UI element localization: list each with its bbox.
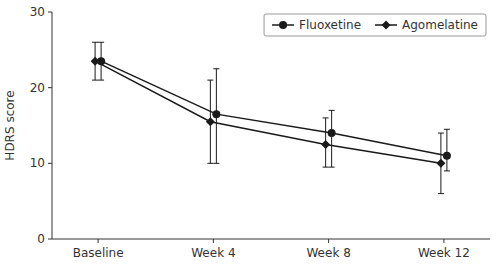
x-tick — [213, 239, 214, 243]
chart: 0 10 20 30 Baseline Week 4 Week 8 Week 12 HDRS s… — [0, 0, 500, 267]
error-cap — [213, 163, 219, 164]
error-cap — [444, 129, 450, 130]
x-tick-label: Baseline — [73, 246, 124, 260]
error-cap — [92, 80, 98, 81]
error-cap — [207, 80, 213, 81]
x-axis-line — [52, 239, 490, 240]
y-axis-label: HDRS score — [3, 90, 17, 160]
error-cap — [92, 42, 98, 43]
x-tick-label: Week 12 — [418, 246, 470, 260]
x-tick-label: Week 8 — [306, 246, 350, 260]
error-bar — [444, 129, 450, 171]
legend-marker — [382, 21, 391, 30]
point — [91, 57, 100, 66]
error-stem — [446, 129, 447, 171]
x-tick — [328, 239, 329, 243]
y-tick-label: 20 — [30, 81, 45, 95]
point — [212, 110, 220, 118]
y-tick — [48, 163, 52, 164]
error-cap — [438, 133, 444, 134]
error-cap — [98, 80, 104, 81]
x-tick-label: Week 4 — [191, 246, 235, 260]
error-cap — [323, 167, 329, 168]
y-tick-label: 30 — [30, 5, 45, 19]
point — [206, 117, 215, 126]
error-cap — [207, 163, 213, 164]
plot-area — [91, 42, 451, 193]
legend-label: Agomelatine — [402, 18, 478, 32]
error-cap — [98, 42, 104, 43]
legend-label: Fluoxetine — [299, 18, 361, 32]
legend: Fluoxetine Agomelatine — [264, 14, 486, 36]
error-cap — [438, 193, 444, 194]
y-tick — [48, 12, 52, 13]
legend-marker — [279, 21, 287, 29]
error-bar — [329, 110, 335, 167]
point — [328, 129, 336, 137]
y-tick — [48, 239, 52, 240]
y-axis-line — [52, 12, 53, 239]
series-line — [95, 61, 441, 163]
point — [321, 140, 330, 149]
y-tick-label: 0 — [37, 232, 45, 246]
error-stem — [331, 110, 332, 167]
error-cap — [213, 68, 219, 69]
error-bar — [213, 69, 219, 164]
point — [443, 152, 451, 160]
legend-box — [264, 14, 486, 36]
error-cap — [329, 110, 335, 111]
error-cap — [329, 167, 335, 168]
y-tick-label: 10 — [30, 156, 45, 170]
x-tick — [443, 239, 444, 243]
x-tick — [98, 239, 99, 243]
error-cap — [323, 117, 329, 118]
point — [436, 159, 445, 168]
y-tick — [48, 87, 52, 88]
series-line — [101, 61, 447, 156]
error-cap — [444, 170, 450, 171]
